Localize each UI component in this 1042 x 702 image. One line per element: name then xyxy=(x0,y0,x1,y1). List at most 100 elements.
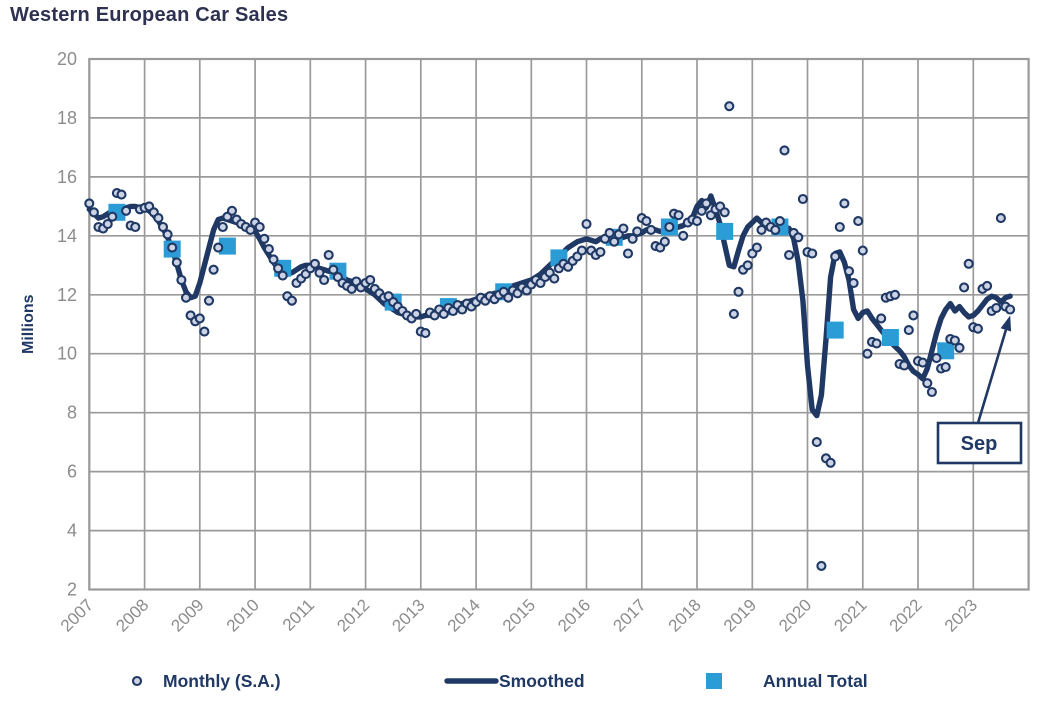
y-tick-label: 20 xyxy=(57,49,77,69)
monthly-point xyxy=(273,263,284,274)
monthly-point xyxy=(926,386,937,398)
monthly-point xyxy=(632,226,643,237)
monthly-point xyxy=(922,378,933,389)
x-tick-label: 2010 xyxy=(223,595,263,635)
annual-total-marker xyxy=(881,329,899,346)
monthly-point xyxy=(595,246,606,258)
y-tick-label: 18 xyxy=(57,108,77,128)
monthly-point xyxy=(811,437,822,448)
monthly-point xyxy=(972,323,983,334)
monthly-point xyxy=(673,210,684,221)
monthly-point xyxy=(226,205,238,216)
x-tick-label: 2014 xyxy=(444,595,484,635)
annual-total-marker xyxy=(826,321,844,339)
x-tick-label: 2022 xyxy=(886,595,926,635)
monthly-point xyxy=(825,457,836,468)
monthly-point xyxy=(834,221,845,233)
x-tick-label: 2015 xyxy=(499,595,539,635)
monthly-point xyxy=(245,224,256,235)
monthly-point xyxy=(959,282,970,293)
monthly-point xyxy=(420,328,431,339)
legend: Monthly (S.A.) Smoothed Annual Total xyxy=(131,671,868,691)
monthly-point xyxy=(503,292,514,303)
y-tick-label: 8 xyxy=(67,403,77,423)
monthly-point xyxy=(130,221,141,233)
monthly-point xyxy=(889,289,901,300)
monthly-point xyxy=(931,353,942,364)
monthly-point xyxy=(751,242,762,253)
monthly-point xyxy=(876,313,887,324)
monthly-point xyxy=(991,302,1002,314)
monthly-point xyxy=(691,216,703,227)
monthly-point xyxy=(84,198,95,209)
monthly-point xyxy=(346,283,357,294)
monthly-point xyxy=(917,357,928,368)
monthly-point xyxy=(116,189,127,200)
monthly-point xyxy=(153,213,164,224)
monthly-point xyxy=(213,242,224,253)
monthly-point xyxy=(641,216,652,227)
x-tick-label: 2011 xyxy=(279,595,318,634)
monthly-point xyxy=(88,207,99,218)
monthly-point xyxy=(645,224,657,235)
monthly-point xyxy=(167,242,178,253)
sep-annotation-box xyxy=(936,421,1023,465)
monthly-point xyxy=(701,198,712,209)
monthly-point xyxy=(622,248,634,259)
y-tick-label: 12 xyxy=(57,285,77,305)
monthly-point xyxy=(411,308,422,319)
monthly-point xyxy=(899,360,910,371)
x-tick-label: 2012 xyxy=(333,595,373,635)
y-axis-title: Millions xyxy=(20,294,37,354)
monthly-point xyxy=(194,313,205,324)
monthly-point xyxy=(995,213,1006,224)
annual-total-marker xyxy=(716,222,734,240)
annual-total-marker xyxy=(218,237,236,255)
x-tick-label: 2007 xyxy=(57,595,97,635)
monthly-point xyxy=(843,266,855,277)
monthly-point xyxy=(940,361,951,373)
monthly-point xyxy=(857,245,868,256)
monthly-point xyxy=(208,264,219,275)
monthly-point xyxy=(162,229,173,240)
y-tick-label: 10 xyxy=(57,344,77,364)
monthly-point xyxy=(286,295,297,306)
monthly-point xyxy=(217,221,228,233)
x-tick-label: 2016 xyxy=(554,595,594,635)
x-tick-label: 2019 xyxy=(720,595,760,635)
monthly-point xyxy=(618,223,629,234)
x-tick-label: 2021 xyxy=(830,595,870,635)
monthly-point xyxy=(576,245,587,256)
x-tick-label: 2013 xyxy=(388,595,428,635)
monthly-point xyxy=(696,205,707,216)
monthly-point xyxy=(728,308,739,319)
monthly-point xyxy=(678,230,689,241)
monthly-point xyxy=(839,198,850,209)
x-tick-label: 2009 xyxy=(167,595,207,635)
monthly-point xyxy=(259,233,270,244)
monthly-point xyxy=(756,224,767,235)
monthly-point xyxy=(604,227,615,238)
monthly-point xyxy=(268,254,279,265)
legend-label-monthly: Monthly (S.A.) xyxy=(163,671,281,691)
monthly-point xyxy=(903,325,914,336)
monthly-point xyxy=(319,274,330,286)
monthly-point xyxy=(254,221,265,233)
x-tick-label: 2008 xyxy=(112,595,152,635)
monthly-point xyxy=(742,260,753,271)
monthly-point xyxy=(779,145,790,156)
monthly-point xyxy=(659,236,670,247)
monthly-point xyxy=(963,258,974,269)
monthly-point xyxy=(314,267,325,278)
monthly-point xyxy=(816,560,827,571)
x-tick-label: 2020 xyxy=(775,595,815,635)
monthly-point xyxy=(908,310,919,321)
monthly-point xyxy=(797,193,808,205)
monthly-point xyxy=(770,224,781,235)
monthly-point xyxy=(365,274,376,286)
monthly-point xyxy=(719,207,730,218)
monthly-point xyxy=(581,218,592,230)
monthly-point xyxy=(793,232,804,243)
sep-annotation-arrow xyxy=(976,329,1008,424)
